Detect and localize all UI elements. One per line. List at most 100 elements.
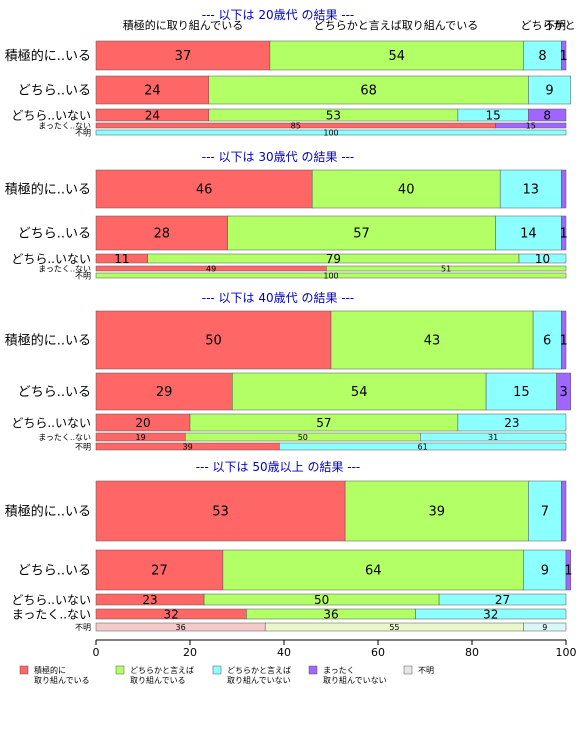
data-label: 50 [298, 433, 308, 442]
x-tick-label: 80 [465, 646, 479, 659]
data-label: 8 [543, 108, 551, 122]
row-label: まったく..ない [12, 607, 91, 621]
row-label: 不明 [75, 271, 91, 280]
bar-segment [95, 272, 567, 279]
row-label: どちら..いない [11, 252, 91, 266]
bar-segment [495, 122, 567, 129]
data-label: 79 [326, 252, 341, 266]
data-label: 39 [428, 505, 445, 520]
data-label: 54 [351, 385, 368, 400]
data-label: 85 [291, 121, 301, 130]
data-label: 1 [560, 334, 568, 349]
data-label: 15 [513, 385, 530, 400]
header-label-1: どちらかと言えば取り組んでいる [314, 19, 478, 32]
data-label: 32 [483, 607, 498, 621]
header-label-3: 不明 [544, 19, 566, 32]
bar-segment [528, 480, 562, 542]
bar-segment [95, 169, 313, 209]
data-label: 29 [156, 385, 173, 400]
data-label: 61 [418, 442, 428, 451]
data-label: 57 [353, 227, 370, 242]
row-label: 積極的に..いる [5, 333, 91, 349]
bar-segment [457, 413, 567, 432]
panel-title-0: --- 以下は 20歳代 の結果 --- [202, 8, 355, 22]
x-tick-label: 40 [277, 646, 291, 659]
bar-segment [95, 75, 210, 105]
legend-label: 積極的に [34, 665, 66, 675]
data-label: 27 [151, 564, 168, 579]
bar-segment [561, 169, 567, 209]
data-label: 28 [154, 227, 171, 242]
data-label: 49 [206, 264, 216, 273]
data-label: 37 [175, 49, 192, 64]
legend-label: 取り組んでいない [323, 675, 387, 685]
data-label: 54 [389, 49, 406, 64]
row-label: まったく..ない [38, 433, 91, 442]
data-label: 23 [504, 416, 519, 430]
bar-segment [528, 108, 567, 122]
panel-title-3: --- 以下は 50歳以上 の結果 --- [196, 460, 361, 474]
row-label: どちら..いない [11, 593, 91, 607]
row-label: 不明 [75, 442, 91, 451]
panel-title-2: --- 以下は 40歳代 の結果 --- [202, 291, 355, 305]
data-label: 55 [389, 623, 399, 632]
bar-segment [523, 622, 567, 632]
row-label: どちら..いない [11, 108, 91, 122]
bar-segment [556, 372, 571, 411]
bar-segment [95, 549, 224, 591]
data-label: 23 [142, 593, 157, 607]
data-label: 43 [424, 334, 441, 349]
data-label: 57 [316, 416, 331, 430]
data-label: 53 [212, 505, 229, 520]
bar-segment [344, 480, 529, 542]
bar-segment [523, 549, 567, 591]
data-label: 9 [545, 84, 553, 99]
row-label: 不明 [75, 623, 91, 632]
x-tick-label: 0 [93, 646, 100, 659]
bar-segment [311, 169, 501, 209]
data-label: 100 [323, 271, 338, 280]
bar-segment [565, 549, 571, 591]
data-label: 50 [314, 593, 329, 607]
bar-segment [485, 372, 557, 411]
data-label: 27 [495, 593, 510, 607]
data-label: 53 [326, 108, 341, 122]
data-label: 32 [164, 607, 179, 621]
bar-segment [330, 310, 534, 370]
legend-swatch [403, 665, 413, 675]
bar-segment [269, 40, 524, 71]
x-tick-label: 60 [371, 646, 385, 659]
data-label: 1 [564, 564, 572, 579]
row-label: どちら..いる [18, 564, 91, 579]
legend-label: どちらかと言えば [130, 665, 194, 675]
data-label: 51 [441, 264, 451, 273]
data-label: 15 [486, 108, 501, 122]
x-tick-label: 20 [183, 646, 197, 659]
bar-segment [523, 40, 562, 71]
data-label: 24 [144, 84, 161, 99]
bar-segment [95, 215, 228, 251]
bar-segment [415, 608, 567, 620]
data-label: 39 [183, 442, 193, 451]
data-label: 7 [541, 505, 549, 520]
data-label: 14 [520, 227, 537, 242]
bar-segment [561, 40, 567, 71]
data-label: 19 [136, 433, 146, 442]
row-label: どちら..いない [11, 416, 91, 430]
data-label: 40 [398, 183, 415, 198]
row-label: 積極的に..いる [5, 182, 91, 198]
bar-segment [438, 593, 567, 606]
data-label: 46 [196, 183, 213, 198]
bar-segment [208, 75, 529, 105]
row-label: 積極的に..いる [5, 48, 91, 64]
bar-segment [495, 215, 562, 251]
row-label: どちら..いる [18, 84, 91, 99]
bar-segment [95, 372, 233, 411]
legend-label: 取り組んでいる [130, 675, 186, 685]
row-label: まったく..ない [38, 121, 91, 130]
bar-segment [420, 432, 567, 442]
data-label: 9 [542, 623, 547, 632]
legend-swatch [115, 665, 125, 675]
data-label: 6 [543, 334, 551, 349]
data-label: 15 [526, 121, 536, 130]
